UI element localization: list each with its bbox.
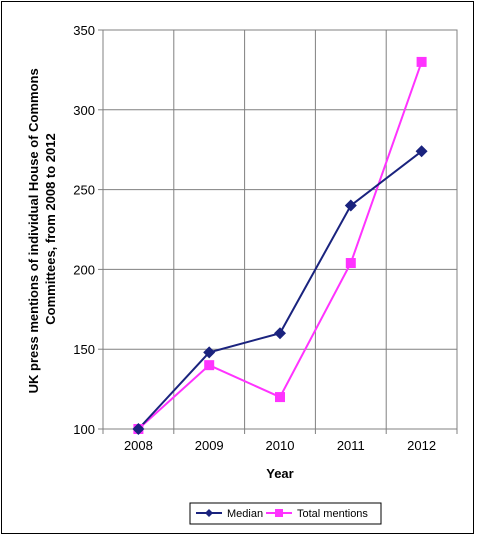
x-axis-ticks: 2008 2009 2010 2011 2012 (102, 429, 458, 453)
data-point-median (132, 423, 145, 435)
legend-marker-median (205, 509, 213, 517)
y-tick-label: 200 (73, 262, 95, 277)
y-axis-ticks: 100 150 200 250 300 350 (73, 23, 103, 437)
x-tick-label: 2008 (124, 438, 153, 453)
x-axis-title: Year (266, 466, 293, 481)
svg-text:UK press mentions of individua: UK press mentions of individual House of… (26, 65, 58, 394)
data-point-median (274, 327, 286, 340)
y-tick-label: 250 (73, 183, 95, 198)
data-point-median (415, 145, 428, 158)
y-tick-label: 100 (73, 422, 95, 437)
legend-label-total-mentions: Total mentions (297, 508, 368, 520)
legend: Median Total mentions (189, 502, 382, 525)
data-point-total-mentions (204, 360, 215, 371)
data-point-total-mentions (345, 258, 356, 269)
x-tick-label: 2009 (195, 438, 224, 453)
legend-marker-total-mentions (275, 509, 283, 517)
y-tick-label: 150 (73, 342, 95, 357)
legend-label-median: Median (227, 508, 263, 520)
series-group (132, 56, 428, 435)
y-tick-label: 300 (73, 103, 95, 118)
y-axis-title: UK press mentions of individual House of… (26, 65, 58, 394)
y-axis-title-line-1: UK press mentions of individual House of… (26, 68, 41, 393)
x-tick-label: 2010 (266, 438, 295, 453)
x-tick-label: 2011 (337, 438, 365, 453)
data-point-total-mentions (416, 56, 427, 67)
gridlines (102, 29, 458, 430)
y-axis-title-line-2: Committees, from 2008 to 2012 (43, 133, 58, 324)
data-point-median (344, 199, 357, 212)
data-point-total-mentions (275, 392, 285, 403)
y-tick-label: 350 (73, 23, 95, 38)
x-tick-label: 2012 (407, 438, 436, 453)
data-point-median (203, 346, 216, 359)
plot-area (102, 29, 458, 430)
